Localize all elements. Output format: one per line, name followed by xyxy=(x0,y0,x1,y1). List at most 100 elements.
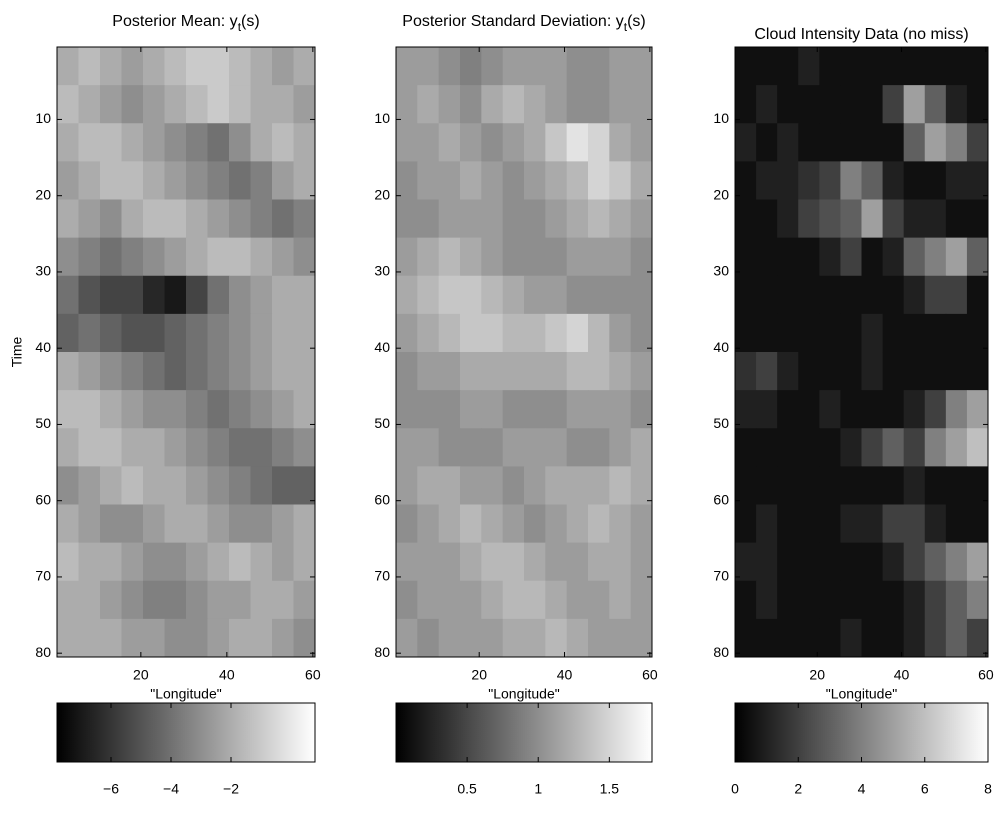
heatmap-cell xyxy=(272,466,294,505)
heatmap-cell xyxy=(630,390,653,429)
heatmap-cell xyxy=(250,352,273,391)
heatmap-cell xyxy=(756,47,778,86)
heatmap-cell xyxy=(609,542,632,582)
heatmap-cell xyxy=(924,542,947,582)
heatmap-cell xyxy=(57,47,79,86)
heatmap-cell xyxy=(229,237,251,277)
heatmap-cell xyxy=(777,85,799,124)
heatmap-cell xyxy=(186,466,208,505)
heatmap-cell xyxy=(609,504,632,544)
colorbar-tick-label: 1 xyxy=(534,781,542,797)
heatmap-cell xyxy=(524,580,546,620)
heatmap-cell xyxy=(545,390,568,429)
heatmap-cell xyxy=(524,275,546,315)
heatmap-cell xyxy=(966,85,989,124)
heatmap-cell xyxy=(777,618,799,658)
heatmap-cell xyxy=(588,390,610,429)
heatmap-cell xyxy=(566,47,589,86)
heatmap-cell xyxy=(545,542,568,582)
heatmap-cell xyxy=(272,352,294,391)
x-tick-label: 20 xyxy=(471,667,487,683)
heatmap-cell xyxy=(735,428,757,467)
heatmap-cell xyxy=(882,466,905,505)
heatmap-cell xyxy=(566,161,589,200)
y-tick-label: 20 xyxy=(374,186,390,202)
heatmap-cell xyxy=(272,313,294,353)
heatmap-cell xyxy=(417,580,440,620)
y-tick-label: 10 xyxy=(374,110,390,126)
heatmap-cell xyxy=(798,275,820,315)
heatmap-cell xyxy=(545,313,568,353)
heatmap-cell xyxy=(272,237,294,277)
heatmap-cell xyxy=(966,466,989,505)
heatmap-cell xyxy=(630,580,653,620)
heatmap-cell xyxy=(903,275,926,315)
heatmap-cell xyxy=(945,580,968,620)
heatmap-cell xyxy=(396,199,418,239)
heatmap-cell xyxy=(207,352,230,391)
heatmap-cell xyxy=(524,542,546,582)
heatmap-cell xyxy=(882,504,905,544)
heatmap-cell xyxy=(250,618,273,658)
heatmap-cell xyxy=(143,123,165,162)
heatmap-cell xyxy=(609,428,632,467)
colorbar-tick-label: 8 xyxy=(984,781,992,797)
heatmap-cell xyxy=(293,123,316,162)
heatmap-cell xyxy=(840,237,862,277)
heatmap-cell xyxy=(945,199,968,239)
heatmap-cell xyxy=(630,618,653,658)
heatmap-cell xyxy=(481,352,504,391)
heatmap-cell xyxy=(903,580,926,620)
heatmap-cell xyxy=(840,542,862,582)
heatmap-cell xyxy=(293,390,316,429)
heatmap-cell xyxy=(417,466,440,505)
x-tick-label: 60 xyxy=(978,667,994,683)
heatmap-cell xyxy=(609,161,632,200)
title-suffix: (s) xyxy=(627,13,646,30)
heatmap-cell xyxy=(861,390,883,429)
heatmap-cell xyxy=(143,161,165,200)
heatmap-cell xyxy=(438,390,461,429)
heatmap-cell xyxy=(207,542,230,582)
heatmap-cell xyxy=(609,580,632,620)
heatmap-cell xyxy=(819,542,841,582)
heatmap-cell xyxy=(524,618,546,658)
heatmap-cell xyxy=(524,47,546,86)
heatmap-cell xyxy=(840,313,862,353)
heatmap-cell xyxy=(229,47,251,86)
heatmap-cell xyxy=(100,199,122,239)
heatmap-cell xyxy=(100,161,122,200)
heatmap-cell xyxy=(566,428,589,467)
heatmap-cell xyxy=(438,542,461,582)
heatmap-cell xyxy=(293,199,316,239)
heatmap-cell xyxy=(417,542,440,582)
heatmap-cell xyxy=(777,504,799,544)
heatmap-cell xyxy=(250,580,273,620)
heatmap-cell xyxy=(250,47,273,86)
heatmap-cell xyxy=(57,199,79,239)
heatmap-cell xyxy=(903,428,926,467)
y-tick-label: 30 xyxy=(713,263,729,279)
heatmap-cell xyxy=(481,390,504,429)
heatmap-cell xyxy=(798,428,820,467)
heatmap-cell xyxy=(293,47,316,86)
heatmap-cell xyxy=(143,47,165,86)
heatmap-cell xyxy=(78,199,101,239)
heatmap-cell xyxy=(78,390,101,429)
heatmap-cell xyxy=(861,85,883,124)
heatmap-cell xyxy=(966,390,989,429)
heatmap-cell xyxy=(566,313,589,353)
heatmap-cell xyxy=(57,390,79,429)
heatmap-cell xyxy=(840,47,862,86)
heatmap-cell xyxy=(545,275,568,315)
heatmap-cell xyxy=(566,504,589,544)
heatmap-cell xyxy=(798,618,820,658)
heatmap-cell xyxy=(840,352,862,391)
heatmap-cell xyxy=(819,237,841,277)
heatmap-cell xyxy=(250,161,273,200)
heatmap-cell xyxy=(143,504,165,544)
heatmap-cell xyxy=(417,85,440,124)
heatmap-cell xyxy=(78,275,101,315)
heatmap-cell xyxy=(903,47,926,86)
heatmap-cell xyxy=(524,466,546,505)
